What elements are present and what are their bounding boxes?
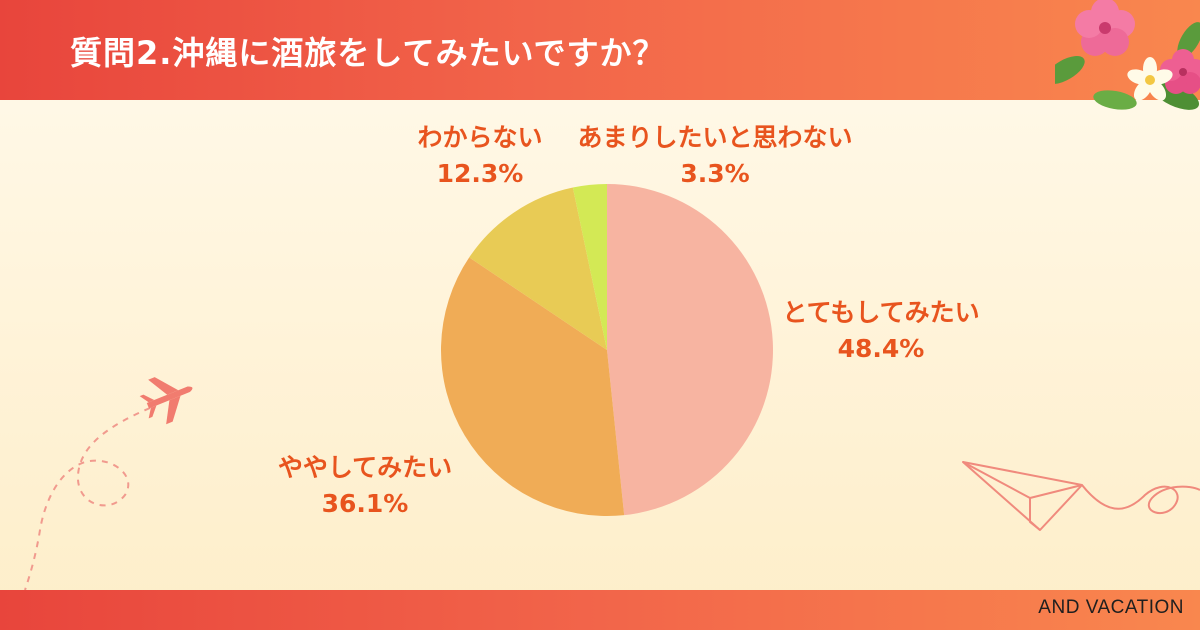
category-label: あまりしたいと思わない	[577, 123, 853, 152]
label-wakaranai: わからない 12.3%	[400, 120, 560, 192]
paper-plane-icon	[962, 461, 1200, 531]
label-totemo: とてもしてみたい 48.4%	[771, 295, 991, 367]
brand-label: AND VACATION	[1038, 597, 1184, 618]
airplane-icon	[139, 377, 193, 425]
category-label: わからない	[417, 123, 543, 152]
pie-slice-3	[572, 184, 607, 350]
pie-slice-2	[469, 187, 607, 350]
pie-slice-1	[440, 257, 625, 516]
hibiscus-flowers-icon	[1055, 0, 1200, 110]
label-yaya: ややしてみたい 36.1%	[265, 450, 465, 522]
value-label: 12.3%	[436, 159, 524, 188]
value-label: 3.3%	[680, 159, 750, 188]
label-amari: あまりしたいと思わない 3.3%	[555, 120, 875, 192]
value-label: 48.4%	[837, 334, 925, 363]
page-title: 質問2.沖縄に酒旅をしてみたいですか？	[70, 34, 666, 72]
value-label: 36.1%	[321, 489, 409, 518]
category-label: ややしてみたい	[277, 453, 453, 482]
pie-slice-0	[607, 184, 773, 516]
category-label: とてもしてみたい	[782, 298, 980, 327]
header-banner: 質問2.沖縄に酒旅をしてみたいですか？	[0, 0, 1200, 100]
footer-banner: AND VACATION	[0, 590, 1200, 630]
flight-path	[24, 407, 151, 591]
